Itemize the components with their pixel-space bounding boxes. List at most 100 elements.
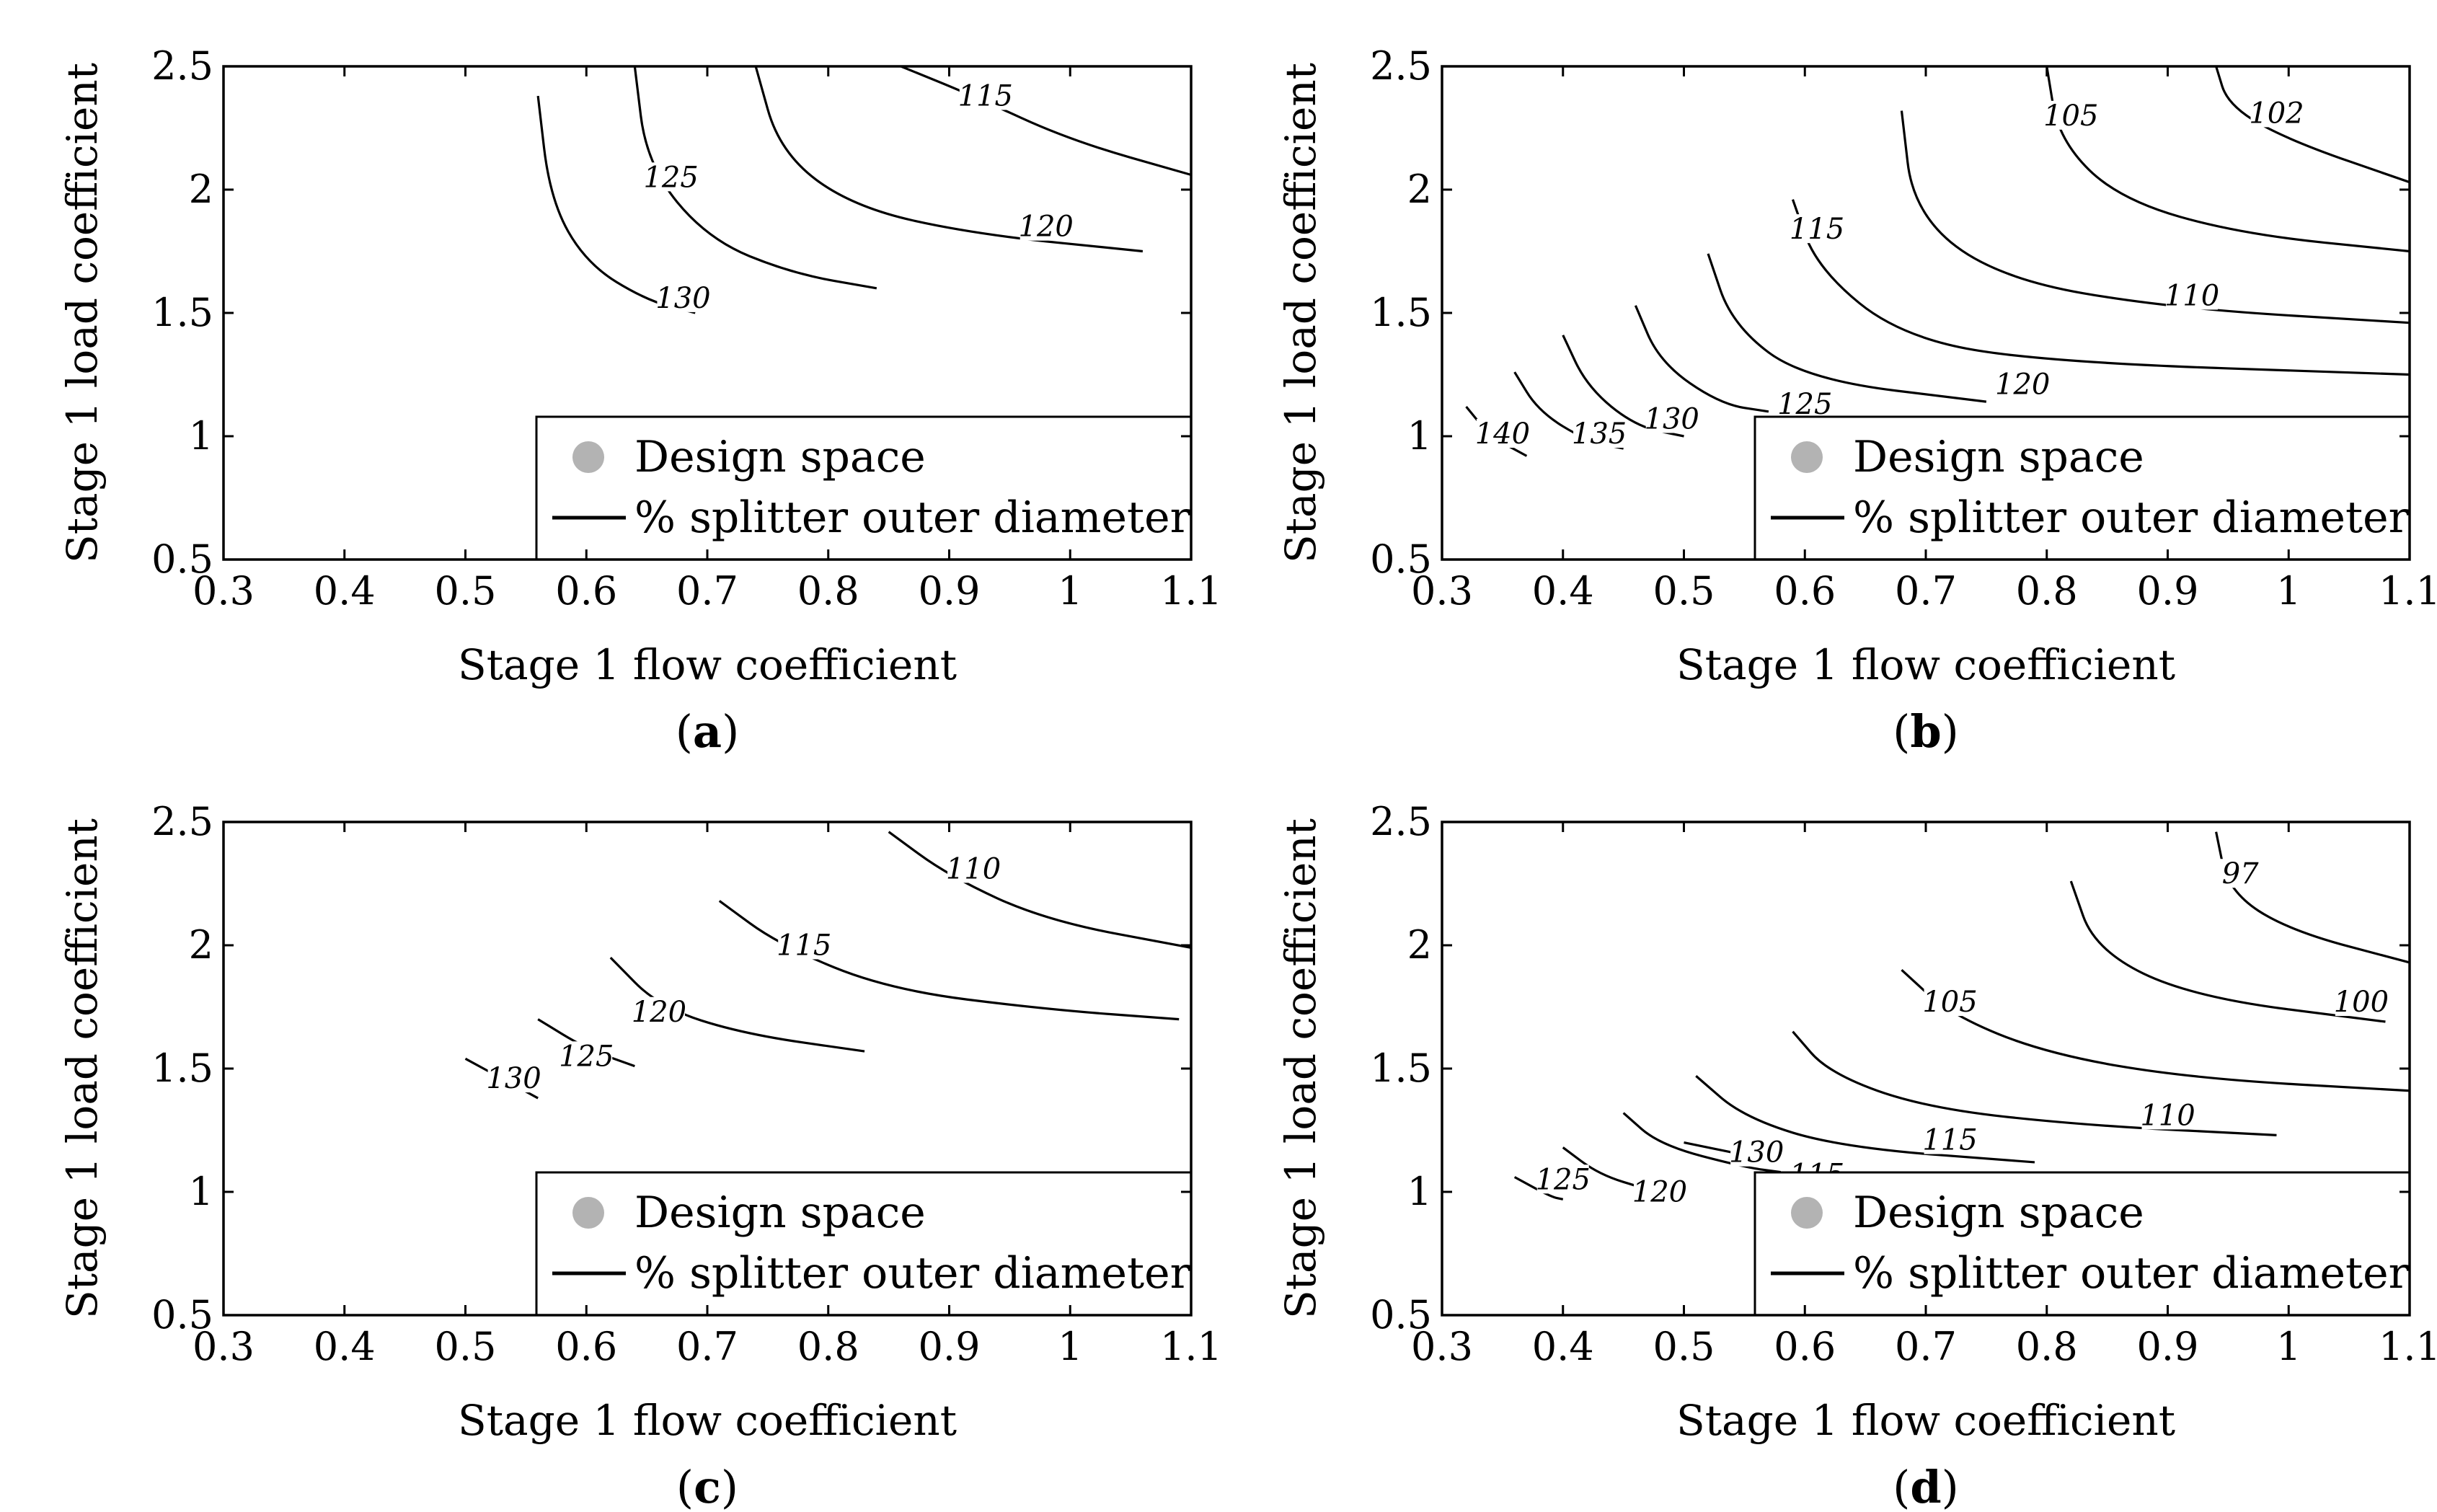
x-tick-label: 1.1 — [2379, 1324, 2437, 1369]
x-tick-label: 0.6 — [555, 568, 617, 614]
panel-b: 102 105 110 115 120 125 130 135 140 Design space%… — [1218, 0, 2437, 756]
x-axis-title: Stage 1 flow coefficient — [1676, 640, 2175, 689]
contour-label-125: 125 — [1536, 1163, 1591, 1196]
contour-label-110: 110 — [946, 852, 1001, 885]
contour-label-bg — [1924, 987, 1976, 1017]
x-tick-label: 1.1 — [2379, 568, 2437, 614]
x-tick-label: 0.6 — [1774, 1324, 1836, 1369]
x-tick-label: 0.5 — [1653, 1324, 1715, 1369]
contour-label-bg — [2214, 859, 2267, 888]
contour-label-125: 125 — [643, 161, 698, 194]
legend-design-space-label: Design space — [634, 432, 926, 482]
contour-line-125 — [633, 66, 877, 290]
contour-label-125: 125 — [1777, 388, 1832, 421]
y-tick-label: 1 — [189, 1169, 213, 1214]
contour-line-110 — [1792, 1030, 2277, 1136]
contour-label-bg — [959, 81, 1012, 110]
y-tick-label: 1 — [1407, 413, 1432, 459]
contour-label-bg — [778, 930, 831, 960]
x-tick-label: 0.8 — [2016, 568, 2078, 614]
y-tick-label: 0.5 — [1370, 536, 1432, 582]
legend-design-space-label: Design space — [1853, 432, 2144, 482]
x-tick-label: 0.5 — [435, 1324, 497, 1369]
x-tick-label: 0.9 — [919, 568, 981, 614]
contour-label-130: 130 — [1729, 1136, 1784, 1170]
x-tick-label: 1 — [1058, 568, 1082, 614]
y-tick-label: 1 — [1407, 1169, 1432, 1214]
y-tick-label: 2 — [1407, 922, 1432, 968]
contour-label-130: 130 — [486, 1062, 541, 1095]
x-tick-label: 0.7 — [1895, 1324, 1957, 1369]
contour-line-115 — [1791, 199, 2410, 376]
contour-line-105 — [2045, 66, 2410, 253]
contour-label-bg — [1996, 369, 2049, 399]
contour-label-105: 105 — [2043, 100, 2098, 133]
y-axis-title: Stage 1 load coefficient — [58, 818, 107, 1319]
x-axis-title: Stage 1 flow coefficient — [458, 1396, 957, 1445]
y-tick-label: 2 — [189, 922, 213, 968]
contour-line-120 — [609, 956, 865, 1053]
y-axis-title: Stage 1 load coefficient — [58, 63, 107, 563]
contour-label-bg — [1573, 419, 1626, 448]
y-tick-label: 1.5 — [151, 290, 213, 335]
x-tick-label: 0.7 — [676, 1324, 738, 1369]
x-tick-label: 0.7 — [1895, 568, 1957, 614]
contour-label-115: 115 — [777, 929, 831, 962]
x-tick-label: 0.4 — [314, 568, 376, 614]
legend-box — [1753, 415, 2411, 561]
legend-design-space-label: Design space — [634, 1188, 926, 1238]
x-axis-title: Stage 1 flow coefficient — [1676, 1396, 2175, 1445]
contour-line-125 — [1513, 1176, 1564, 1201]
contour-label-bg — [1791, 214, 1844, 244]
y-tick-label: 1.5 — [1370, 1045, 1432, 1091]
x-tick-label: 0.6 — [1774, 568, 1836, 614]
legend-box — [1753, 1171, 2411, 1317]
contour-label-120: 120 — [1995, 368, 2050, 402]
legend-line-label: % splitter outer diameter — [634, 1248, 1191, 1299]
contour-label-125: 125 — [559, 1040, 614, 1073]
contour-label-110: 110 — [2140, 1099, 2195, 1132]
contour-label-97: 97 — [2222, 857, 2259, 890]
contour-label-bg — [1020, 211, 1072, 241]
contour-label-120: 120 — [1019, 211, 1074, 244]
y-tick-label: 2 — [189, 167, 213, 212]
contour-label-bg — [2335, 987, 2387, 1017]
chart-svg: 115 120 125 130 Design space % splitter outer… — [58, 43, 1218, 756]
contour-line-120 — [1562, 1146, 1648, 1191]
chart-svg: 102 105 110 115 120 125 130 135 140 Design space%… — [1276, 43, 2437, 756]
x-axis-title: Stage 1 flow coefficient — [458, 640, 957, 689]
y-tick-label: 2.5 — [151, 43, 213, 89]
y-tick-label: 0.5 — [151, 536, 213, 582]
contour-line-105 — [1901, 969, 2410, 1092]
contour-line-120 — [754, 66, 1144, 253]
contour-label-bg — [632, 996, 685, 1026]
x-tick-label: 0.5 — [1653, 568, 1715, 614]
panel-c: 110 115 120 125 130 Design space % splitter ou… — [0, 756, 1218, 1512]
x-tick-label: 1 — [2276, 1324, 2301, 1369]
contour-line-110 — [1900, 110, 2410, 324]
contour-line-97 — [2215, 831, 2410, 964]
x-tick-label: 0.5 — [435, 568, 497, 614]
legend-design-space-label: Design space — [1853, 1188, 2144, 1238]
x-tick-label: 0.7 — [676, 568, 738, 614]
contour-label-bg — [1924, 1125, 1976, 1154]
contour-line-110 — [888, 831, 1191, 949]
y-axis-title: Stage 1 load coefficient — [1276, 818, 1325, 1319]
y-axis-title: Stage 1 load coefficient — [1276, 63, 1325, 563]
y-tick-label: 2.5 — [1370, 799, 1432, 844]
panel-caption: (a) — [676, 705, 740, 756]
contour-label-bg — [487, 1064, 540, 1093]
x-tick-label: 1 — [1058, 1324, 1082, 1369]
contour-label-100: 100 — [2334, 986, 2389, 1019]
contour-line-125 — [1634, 305, 1769, 413]
contour-label-bg — [1779, 389, 1831, 418]
contour-label-105: 105 — [1922, 986, 1977, 1019]
contour-label-bg — [645, 162, 697, 192]
x-tick-label: 0.9 — [2137, 568, 2199, 614]
contour-label-135: 135 — [1572, 417, 1627, 451]
contour-label-bg — [1633, 1177, 1686, 1206]
contour-line-115 — [1695, 1075, 2035, 1164]
y-tick-label: 1 — [189, 413, 213, 459]
contour-label-bg — [1536, 1164, 1589, 1194]
y-tick-label: 1.5 — [1370, 290, 1432, 335]
